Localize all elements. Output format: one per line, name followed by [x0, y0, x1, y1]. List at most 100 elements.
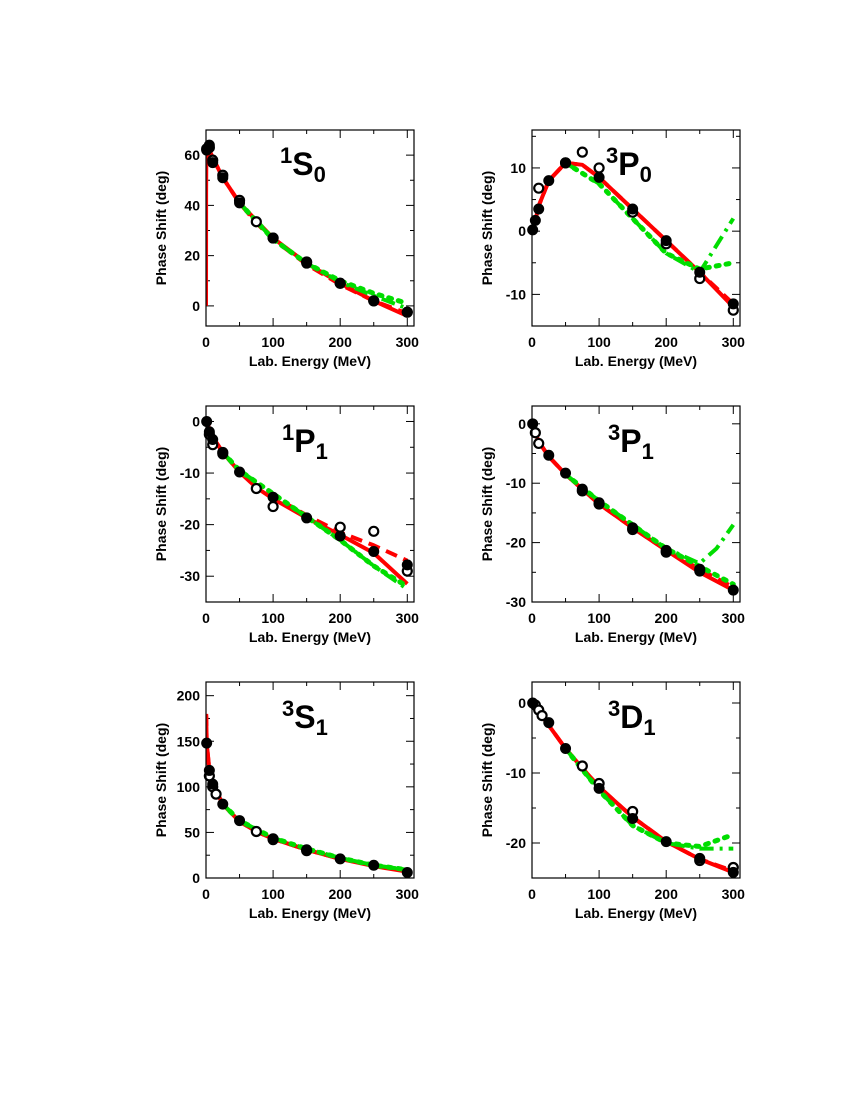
y-tick-label: -10: [506, 286, 526, 302]
x-tick-label: 200: [655, 334, 679, 350]
filled-data-point: [694, 852, 706, 864]
series-line-dotted: [563, 746, 736, 849]
y-tick-label: -10: [506, 765, 526, 781]
open-data-point: [250, 216, 262, 228]
filled-data-point: [627, 813, 639, 824]
partial-wave-label: 3D1: [608, 696, 656, 740]
chart-panel-1: 0 100 200 300 -10 0 10 Lab. Energy (MeV) Phase S…: [479, 129, 746, 369]
filled-data-point: [203, 764, 215, 776]
filled-data-point: [543, 175, 555, 187]
y-tick-label: 40: [184, 197, 200, 213]
open-data-point: [334, 521, 346, 533]
filled-data-point: [694, 266, 706, 278]
filled-data-point: [660, 544, 672, 556]
y-tick-label: 0: [518, 416, 526, 432]
y-tick-label: -30: [180, 568, 200, 584]
filled-data-point: [543, 717, 555, 729]
x-tick-label: 300: [396, 886, 420, 902]
open-data-point: [576, 760, 588, 772]
x-tick-label: 300: [396, 610, 420, 626]
filled-data-point: [401, 559, 413, 571]
plot-frame: [205, 405, 415, 603]
y-axis-title: Phase Shift (deg): [479, 447, 495, 561]
x-axis-title: Lab. Energy (MeV): [575, 629, 697, 645]
open-data-point: [533, 182, 545, 194]
filled-data-point: [593, 171, 605, 183]
label-total-j: 1: [316, 439, 328, 464]
x-tick-label: 200: [655, 886, 679, 902]
filled-data-point: [207, 778, 219, 790]
filled-data-point: [217, 798, 229, 810]
filled-data-point: [301, 844, 313, 856]
partial-wave-label: 1S0: [280, 143, 326, 187]
filled-data-point: [527, 697, 539, 709]
y-tick-label: -10: [180, 465, 200, 481]
open-data-point: [267, 500, 279, 513]
label-total-j: 1: [643, 715, 655, 740]
filled-data-point: [234, 197, 246, 209]
open-data-point: [593, 162, 605, 174]
open-data-point: [533, 437, 545, 450]
y-tick-label: 50: [184, 824, 200, 840]
x-tick-label: 100: [261, 334, 285, 350]
filled-data-point: [207, 434, 219, 446]
y-tick-label: 0: [192, 870, 200, 886]
plot-frame: [205, 129, 415, 327]
y-tick-label: -10: [506, 475, 526, 491]
label-orbital-letter: P: [294, 423, 315, 459]
plot-frame: [531, 681, 741, 879]
label-orbital-letter: S: [294, 699, 315, 735]
x-tick-label: 0: [202, 886, 210, 902]
filled-data-point: [727, 584, 739, 596]
series-line-dotted: [220, 449, 410, 589]
filled-data-point: [301, 512, 313, 524]
label-total-j: 1: [642, 439, 654, 464]
x-axis-title: Lab. Energy (MeV): [575, 905, 697, 921]
x-tick-label: 300: [722, 334, 746, 350]
x-tick-label: 200: [329, 610, 353, 626]
filled-data-point: [201, 737, 213, 749]
filled-data-point: [334, 853, 346, 865]
x-tick-label: 300: [722, 886, 746, 902]
label-orbital-letter: S: [292, 146, 313, 182]
filled-data-point: [593, 497, 605, 509]
filled-data-point: [217, 448, 229, 460]
series-line-dashdot: [238, 201, 409, 311]
y-axis-title: Phase Shift (deg): [479, 171, 495, 285]
filled-data-point: [267, 232, 279, 244]
filled-data-point: [560, 157, 572, 169]
series-line-dotted: [220, 801, 410, 873]
y-axis-title: Phase Shift (deg): [479, 723, 495, 837]
filled-data-point: [217, 172, 229, 184]
series-line-dashdot: [564, 161, 735, 275]
x-tick-label: 200: [329, 334, 353, 350]
filled-data-point: [203, 139, 215, 151]
y-tick-label: 10: [510, 160, 526, 176]
x-tick-label: 300: [396, 334, 420, 350]
y-tick-label: 100: [177, 779, 201, 795]
filled-data-point: [234, 815, 246, 827]
y-tick-label: 150: [177, 733, 201, 749]
filled-data-point: [334, 530, 346, 542]
label-spin-multiplicity: 1: [282, 420, 294, 445]
x-tick-label: 300: [722, 610, 746, 626]
filled-data-point: [368, 859, 380, 871]
open-data-point: [368, 525, 380, 537]
y-tick-label: 0: [518, 695, 526, 711]
chart-panel-3: 0 100 200 300 -30 -20 -10 0 Lab. Energy (MeV) Pha…: [479, 405, 746, 645]
filled-data-point: [543, 449, 555, 461]
series-line-dotted: [237, 200, 410, 306]
filled-data-point: [627, 203, 639, 215]
filled-data-point: [560, 743, 572, 754]
series-line-solid: [532, 160, 735, 309]
plot-area: [532, 160, 736, 309]
filled-data-point: [267, 834, 279, 846]
filled-data-point: [267, 491, 279, 503]
x-axis-title: Lab. Energy (MeV): [575, 353, 697, 369]
label-orbital-letter: P: [620, 423, 641, 459]
y-tick-label: -20: [506, 835, 526, 851]
y-tick-label: -20: [506, 535, 526, 551]
partial-wave-label: 3S1: [282, 696, 328, 740]
chart-panel-5: 0 100 200 300 -20 -10 0 Lab. Energy (MeV) Phase …: [479, 681, 746, 921]
